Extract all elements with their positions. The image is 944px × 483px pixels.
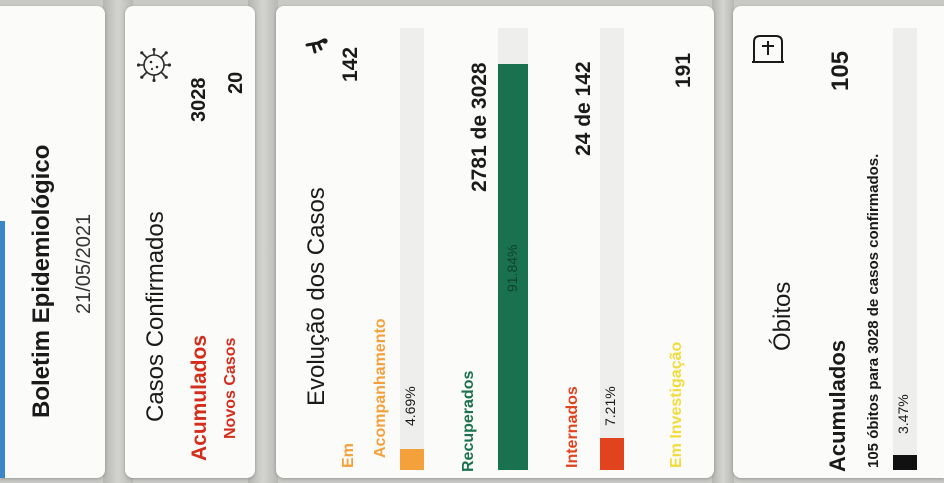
recuperados-percent: 91.84%	[504, 244, 520, 292]
walking-person-icon	[304, 38, 328, 66]
recuperados-value: 2781 de 3028	[468, 62, 491, 192]
obitos-accumulated-label: Acumulados	[825, 339, 850, 472]
new-cases-value: 20	[225, 71, 247, 94]
header-card: Boletim Epidemiológico 21/05/2021	[0, 6, 105, 478]
investigacao-label: Em Investigação	[668, 341, 685, 468]
recuperados-bar	[498, 28, 528, 470]
internados-bar-fill	[600, 438, 624, 470]
header-date: 21/05/2021	[73, 213, 95, 314]
acompanhamento-value: 142	[339, 46, 362, 82]
internados-label: Internados	[564, 386, 581, 468]
evolucao-card: Evolução dos Casos 142 Em Acompanhamento…	[276, 6, 714, 478]
obitos-bar-fill	[893, 454, 917, 470]
recuperados-bar-fill	[498, 64, 528, 470]
confirmados-title: Casos Confirmados	[142, 211, 169, 422]
internados-percent: 7.21%	[602, 386, 618, 426]
tombstone-icon	[751, 34, 785, 64]
accumulated-value: 3028	[188, 77, 210, 123]
acompanhamento-label-line2: Acompanhamento	[372, 318, 389, 458]
obitos-bar	[893, 28, 917, 470]
internados-bar	[600, 28, 624, 470]
obitos-percent: 3.47%	[895, 394, 911, 434]
confirmados-card: Casos Confirmados 3028 20 Acumulados Nov…	[125, 6, 255, 478]
obitos-note: 105 óbitos para 3028 de casos confirmado…	[865, 153, 882, 468]
internados-value: 24 de 142	[572, 61, 595, 156]
recuperados-label: Recuperados	[460, 370, 477, 472]
new-cases-label: Novos Casos	[222, 337, 239, 439]
acompanhamento-bar	[400, 28, 424, 470]
obitos-card: Óbitos 105 Acumulados 105 óbitos para 30…	[733, 6, 944, 478]
acompanhamento-percent: 4.69%	[402, 386, 418, 426]
card-gutter	[712, 0, 734, 483]
header-accent-bar	[0, 221, 5, 478]
accumulated-label: Acumulados	[188, 334, 211, 461]
evolucao-title: Evolução dos Casos	[303, 187, 330, 406]
obitos-accumulated-value: 105	[827, 50, 854, 91]
acompanhamento-bar-fill	[400, 449, 424, 470]
header-title: Boletim Epidemiológico	[28, 144, 55, 418]
acompanhamento-label-line1: Em	[340, 443, 357, 468]
obitos-title: Óbitos	[769, 281, 796, 351]
virus-icon	[136, 47, 172, 83]
investigacao-value: 191	[672, 52, 695, 88]
